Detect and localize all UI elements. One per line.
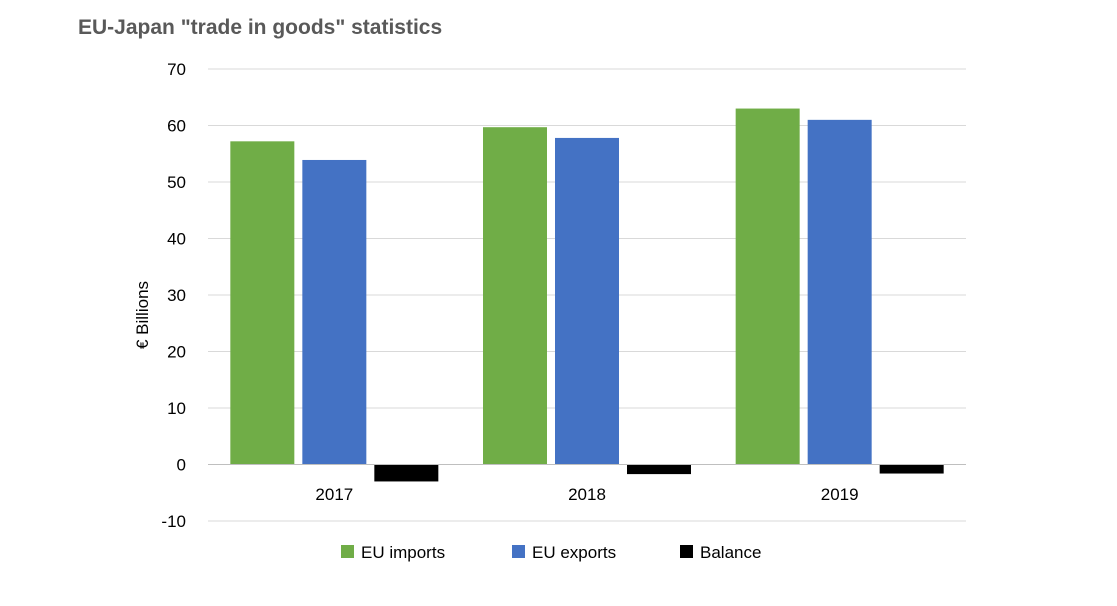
y-tick-label: 70: [167, 60, 186, 79]
x-tick-label: 2017: [315, 485, 353, 504]
y-tick-label: 60: [167, 117, 186, 136]
bar-balance: [879, 464, 944, 474]
bar-eu-imports: [483, 127, 547, 465]
axes: -10 0 10 20 30 40 50 60 70 € Billions 2017 2018 2019: [133, 60, 966, 531]
bar-balance: [627, 464, 691, 475]
y-tick-label: 10: [167, 399, 186, 418]
x-tick-label: 2018: [568, 485, 606, 504]
bar-eu-exports: [302, 159, 367, 465]
y-tick-label: 30: [167, 286, 186, 305]
legend-label: Balance: [700, 543, 761, 562]
y-tick-label: 50: [167, 173, 186, 192]
bar-eu-exports: [555, 137, 619, 465]
bar-eu-imports: [230, 141, 295, 465]
legend-swatch: [512, 545, 525, 558]
legend-label: EU exports: [532, 543, 616, 562]
y-axis-label: € Billions: [133, 281, 152, 349]
bar-eu-exports: [807, 119, 872, 465]
legend-label: EU imports: [361, 543, 445, 562]
bars: [230, 108, 944, 482]
x-tick-label: 2019: [821, 485, 859, 504]
bar-eu-imports: [735, 108, 800, 465]
y-tick-label: 20: [167, 343, 186, 362]
bar-balance: [374, 464, 439, 482]
legend-swatch: [680, 545, 693, 558]
y-tick-label: 0: [177, 456, 186, 475]
legend-swatch: [341, 545, 354, 558]
legend: EU imports EU exports Balance: [341, 543, 761, 562]
y-tick-label: 40: [167, 230, 186, 249]
y-tick-label: -10: [161, 512, 186, 531]
chart-title: EU-Japan "trade in goods" statistics: [78, 16, 443, 39]
